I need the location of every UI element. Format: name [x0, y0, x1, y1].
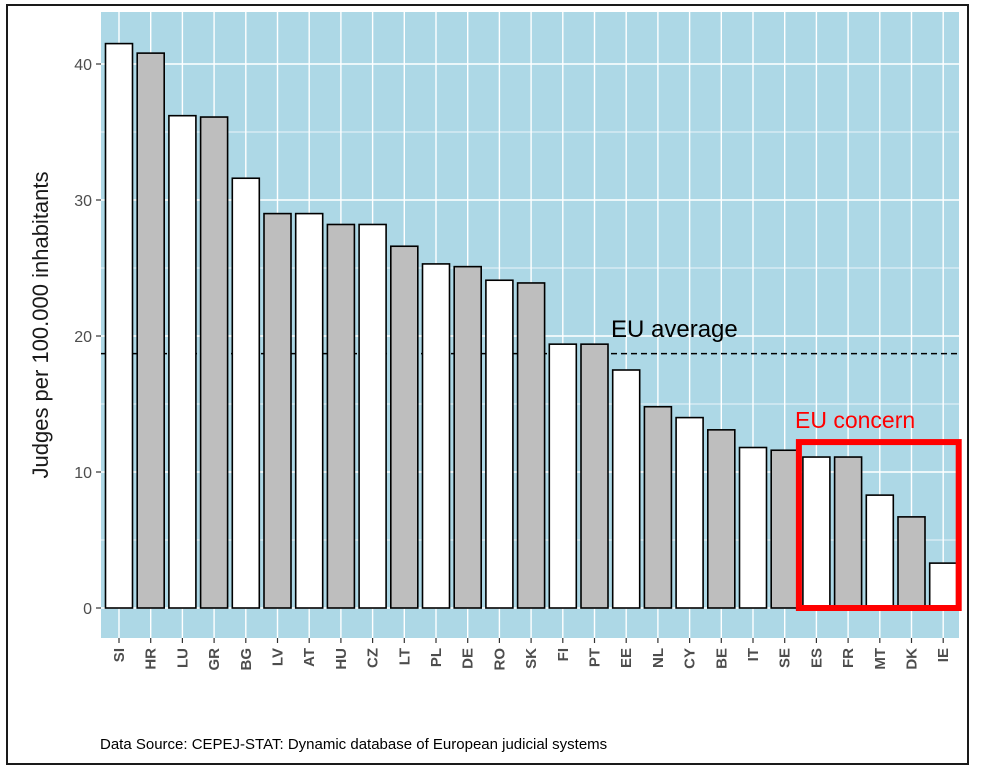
x-tick-label: DK	[904, 648, 921, 670]
x-tick-label: EE	[618, 648, 635, 668]
x-tick-label: SK	[523, 648, 540, 669]
bar-mt	[865, 494, 895, 609]
bar-si	[104, 42, 134, 609]
bar-fr	[833, 456, 863, 609]
x-tick-label: LT	[396, 648, 413, 665]
bars	[104, 42, 958, 609]
x-tick-label: LV	[270, 648, 287, 666]
x-tick-label: BG	[238, 648, 255, 671]
bar-lv	[263, 212, 292, 609]
bar-hr	[136, 52, 165, 609]
x-tick-label: PL	[428, 648, 445, 667]
x-tick-label: CZ	[365, 648, 382, 668]
bar-de	[453, 265, 483, 609]
bar-se	[770, 449, 800, 609]
bar-bg	[231, 177, 261, 609]
x-tick-label: GR	[206, 648, 223, 671]
x-tick-label: SE	[777, 648, 794, 668]
x-tick-label: HR	[143, 648, 160, 670]
x-tick-label: IE	[935, 648, 952, 662]
x-tick-label: CY	[682, 648, 699, 669]
annotations: EU average EU concern	[611, 316, 962, 611]
eu-concern-box	[795, 439, 962, 611]
bar-cz	[358, 223, 387, 609]
x-axis: SI HR LU GR BG LV AT HU CZ LT PL DE RO SK FI PT EE NL CY BE…	[111, 638, 952, 671]
bar-ro	[485, 279, 514, 609]
y-axis: 0 10 20 30 40	[74, 57, 101, 618]
bar-pl	[421, 263, 451, 609]
eu-average-label: EU average	[611, 316, 738, 343]
x-tick-label: FI	[555, 648, 572, 661]
x-tick-label: LU	[174, 648, 191, 668]
bar-at	[294, 212, 324, 609]
x-tick-label: MT	[872, 648, 889, 670]
x-tick-label: HU	[333, 648, 350, 670]
x-tick-label: IT	[745, 648, 762, 661]
x-tick-label: ES	[808, 648, 825, 668]
x-tick-label: PT	[587, 648, 604, 667]
bar-fi	[548, 343, 578, 609]
bar-es	[802, 456, 831, 609]
bar-it	[738, 446, 768, 609]
y-tick-label: 0	[83, 601, 92, 618]
bar-cy	[675, 416, 704, 609]
x-tick-label: FR	[840, 648, 857, 668]
x-tick-label: AT	[301, 648, 318, 667]
bar-hu	[326, 223, 356, 609]
bar-nl	[643, 405, 673, 609]
x-tick-label: SI	[111, 648, 128, 662]
bar-lt	[389, 245, 419, 609]
bar-gr	[199, 116, 229, 609]
data-source-note: Data Source: CEPEJ-STAT: Dynamic databas…	[100, 736, 608, 753]
y-tick-label: 10	[74, 465, 92, 482]
y-tick-label: 40	[74, 57, 92, 74]
bar-lu	[168, 114, 197, 609]
bar-ie	[928, 562, 958, 609]
x-tick-label: RO	[491, 648, 508, 671]
x-tick-label: NL	[650, 648, 667, 668]
bar-be	[706, 429, 736, 609]
eu-concern-label: EU concern	[795, 407, 915, 433]
bar-pt	[580, 343, 609, 609]
x-tick-label: BE	[713, 648, 730, 669]
y-tick-label: 20	[74, 329, 92, 346]
bar-sk	[516, 282, 546, 609]
y-tick-label: 30	[74, 193, 92, 210]
x-tick-label: DE	[460, 648, 477, 669]
y-axis-label: Judges per 100.000 inhabitants	[28, 171, 53, 478]
bar-ee	[611, 369, 641, 609]
bar-dk	[897, 516, 926, 609]
